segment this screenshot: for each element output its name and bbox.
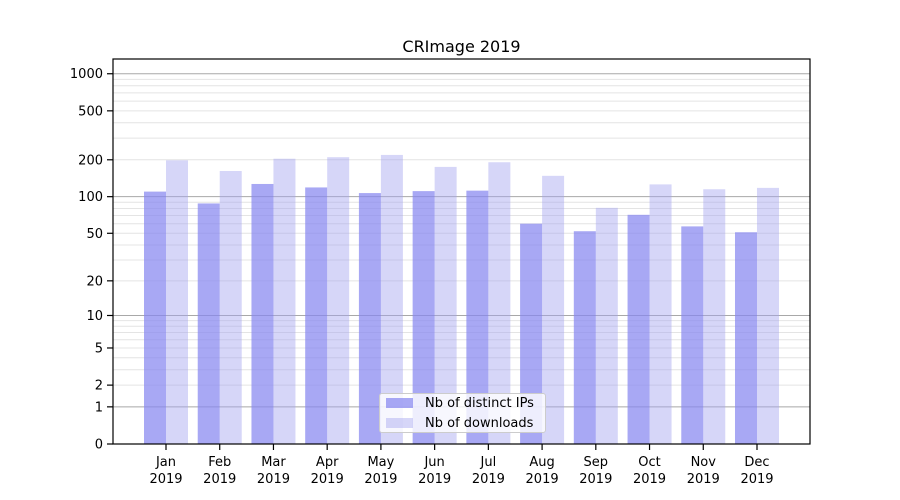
x-tick-label-month: Sep: [584, 455, 609, 470]
bar-downloads: [756, 187, 779, 444]
bar-distinct-ips: [197, 203, 220, 444]
bar-distinct-ips: [251, 183, 274, 445]
y-tick-label: 50: [86, 227, 103, 242]
x-tick-label-month: Mar: [261, 455, 286, 470]
bar-distinct-ips: [466, 190, 489, 444]
y-tick-label: 500: [78, 104, 103, 119]
x-tick-label-year: 2019: [203, 472, 236, 487]
bar-downloads: [166, 160, 188, 444]
axis-ticks: [107, 73, 758, 450]
plot-border: [112, 58, 811, 445]
legend-item-distinct-ips: Nb of distinct IPs: [386, 396, 537, 411]
bar-downloads: [703, 189, 726, 444]
x-tick-label-year: 2019: [633, 472, 666, 487]
legend: Nb of distinct IPs Nb of downloads: [379, 393, 546, 433]
x-tick-label-year: 2019: [579, 472, 612, 487]
x-tick-label-year: 2019: [257, 472, 290, 487]
bar-distinct-ips: [144, 191, 166, 444]
bar-distinct-ips: [412, 191, 435, 444]
x-tick-label-month: May: [367, 455, 394, 470]
x-tick-label-month: Feb: [208, 455, 231, 470]
bar-distinct-ips: [520, 223, 543, 444]
y-tick-label: 0: [95, 438, 103, 453]
bar-distinct-ips: [627, 214, 650, 444]
bar-distinct-ips: [573, 231, 596, 444]
y-tick-label: 1000: [70, 67, 103, 82]
x-tick-label-month: Oct: [638, 455, 660, 470]
x-tick-label-month: Nov: [691, 455, 717, 470]
bar-distinct-ips: [305, 187, 328, 445]
minor-gridlines: [113, 78, 810, 386]
x-tick-label-month: Aug: [529, 455, 554, 470]
bar-downloads: [327, 157, 350, 445]
legend-swatch-downloads: [386, 418, 413, 428]
legend-item-downloads: Nb of downloads: [386, 416, 537, 431]
chart-title: CRImage 2019: [402, 37, 521, 56]
x-tick-label-year: 2019: [526, 472, 559, 487]
x-tick-label-year: 2019: [418, 472, 451, 487]
bar-downloads: [649, 184, 672, 444]
x-tick-label-month: Apr: [316, 455, 339, 470]
y-tick-label: 1: [95, 400, 103, 415]
bar-distinct-ips: [358, 193, 381, 444]
bars: [144, 154, 779, 445]
y-tick-label: 100: [78, 190, 103, 205]
x-tick-label-year: 2019: [311, 472, 344, 487]
axis-tick-labels: 0 1 2 5 10 20 50 100 200 500 1000 Jan 2019 Feb 2019 Mar…: [70, 67, 774, 487]
y-tick-label: 5: [95, 341, 103, 356]
x-tick-label-year: 2019: [740, 472, 773, 487]
legend-swatch-distinct-ips: [386, 398, 413, 408]
legend-label-downloads: Nb of downloads: [425, 415, 534, 431]
bar-downloads: [273, 158, 296, 445]
bar-downloads: [488, 162, 511, 444]
axes-frame: [112, 58, 811, 445]
x-tick-label-month: Dec: [744, 455, 769, 470]
y-tick-label: 2: [95, 379, 103, 394]
bar-distinct-ips: [734, 232, 757, 444]
x-tick-label-month: Jun: [423, 455, 444, 470]
x-tick-label-year: 2019: [687, 472, 720, 487]
bar-downloads: [542, 175, 565, 445]
x-tick-label-month: Jul: [480, 455, 497, 470]
x-tick-label-year: 2019: [149, 472, 182, 487]
x-tick-label-year: 2019: [472, 472, 505, 487]
y-tick-label: 200: [78, 153, 103, 168]
x-tick-label-month: Jan: [155, 455, 176, 470]
y-tick-label: 20: [86, 274, 103, 289]
bar-downloads: [380, 154, 403, 444]
bar-downloads: [434, 166, 457, 444]
bar-distinct-ips: [681, 226, 704, 444]
y-tick-label: 10: [86, 309, 103, 324]
x-tick-label-year: 2019: [364, 472, 397, 487]
bar-downloads: [219, 171, 242, 444]
bar-downloads: [595, 207, 618, 444]
legend-label-distinct-ips: Nb of distinct IPs: [425, 395, 534, 411]
